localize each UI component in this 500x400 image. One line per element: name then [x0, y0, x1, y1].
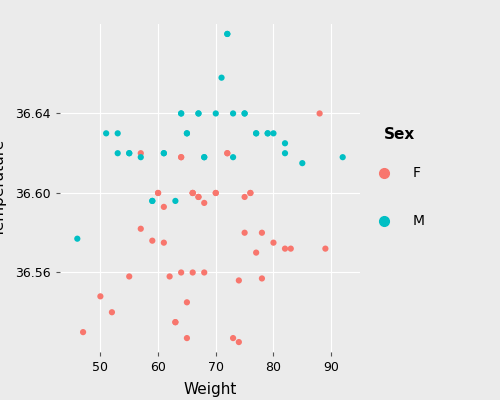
Point [160, 150, 168, 156]
Point [258, 275, 266, 282]
Point [246, 190, 254, 196]
Point [172, 319, 179, 325]
Point [246, 190, 254, 196]
Point [172, 319, 179, 325]
Point [96, 293, 104, 300]
Point [200, 154, 208, 160]
Point [258, 230, 266, 236]
Point [154, 190, 162, 196]
Point [166, 273, 173, 280]
Point [240, 230, 248, 236]
Point [212, 190, 220, 196]
Point [281, 150, 289, 156]
Point [125, 273, 133, 280]
Point [188, 269, 196, 276]
Point [177, 110, 185, 117]
Point [108, 309, 116, 316]
Point [183, 335, 191, 341]
Point [235, 277, 243, 284]
Point [287, 246, 295, 252]
Point [177, 269, 185, 276]
Point [137, 150, 145, 156]
Point [322, 246, 330, 252]
Point [183, 130, 191, 136]
Point [252, 250, 260, 256]
Point [229, 110, 237, 117]
Point [316, 110, 324, 117]
Point [252, 130, 260, 136]
Point [200, 269, 208, 276]
Text: Sex: Sex [384, 127, 415, 142]
Point [194, 194, 202, 200]
Point [264, 130, 272, 136]
Point [160, 204, 168, 210]
Point [125, 150, 133, 156]
Point [194, 194, 202, 200]
Point [229, 154, 237, 160]
X-axis label: Weight: Weight [184, 382, 236, 397]
Point [218, 74, 226, 81]
Point [160, 150, 168, 156]
Point [137, 154, 145, 160]
Point [74, 236, 82, 242]
Text: M: M [412, 214, 424, 228]
Point [177, 154, 185, 160]
Point [252, 130, 260, 136]
Point [137, 226, 145, 232]
Point [188, 190, 196, 196]
Point [166, 359, 173, 365]
Point [194, 110, 202, 117]
Point [114, 130, 122, 136]
Point [270, 130, 278, 136]
Point [235, 339, 243, 345]
Point [224, 150, 232, 156]
Point [224, 150, 232, 156]
Point [212, 110, 220, 117]
Point [172, 198, 179, 204]
Text: F: F [412, 166, 420, 180]
Point [125, 150, 133, 156]
Point [224, 31, 232, 37]
Point [200, 200, 208, 206]
Point [177, 110, 185, 117]
Point [212, 190, 220, 196]
Point [281, 246, 289, 252]
Point [148, 198, 156, 204]
Point [114, 150, 122, 156]
Point [229, 335, 237, 341]
Point [194, 110, 202, 117]
Point [148, 238, 156, 244]
Point [281, 140, 289, 146]
Point [240, 110, 248, 117]
Point [240, 110, 248, 117]
Point [270, 240, 278, 246]
Point [102, 130, 110, 136]
Point [224, 31, 232, 37]
Point [188, 190, 196, 196]
Point [298, 160, 306, 166]
Point [177, 154, 185, 160]
Point [148, 198, 156, 204]
Point [160, 240, 168, 246]
Y-axis label: Temperature: Temperature [0, 139, 7, 237]
Point [183, 130, 191, 136]
Point [200, 154, 208, 160]
Point [79, 329, 87, 335]
Point [154, 190, 162, 196]
Point [183, 299, 191, 306]
Point [264, 130, 272, 136]
Point [240, 194, 248, 200]
Point [188, 190, 196, 196]
Point [338, 154, 346, 160]
